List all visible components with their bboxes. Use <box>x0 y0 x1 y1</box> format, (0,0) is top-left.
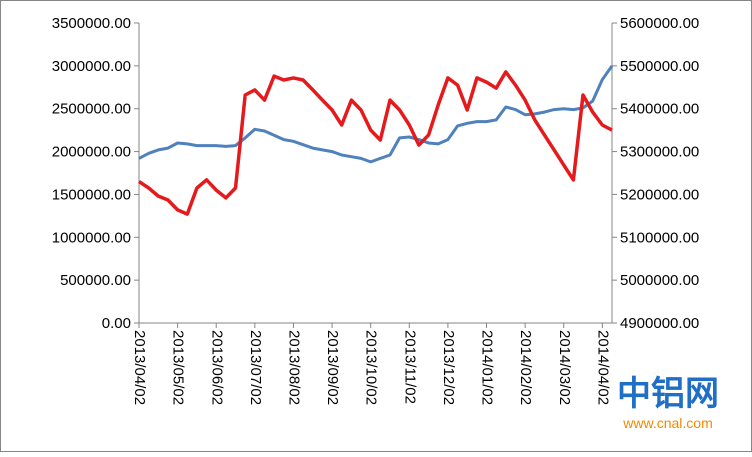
x-tick-label: 2014/01/02 <box>479 330 496 405</box>
y2-tick-label: 5400000.00 <box>620 101 699 118</box>
y-tick-label: 500000.00 <box>60 272 131 289</box>
y2-tick-label: 5500000.00 <box>620 58 699 75</box>
y2-tick-label: 5600000.00 <box>620 15 699 32</box>
y2-tick-label: 4900000.00 <box>620 315 699 332</box>
x-tick-label: 2013/04/02 <box>131 330 148 405</box>
y2-tick-label: 5300000.00 <box>620 144 699 161</box>
x-tick-label: 2013/12/02 <box>440 330 457 405</box>
x-tick-label: 2013/11/02 <box>401 330 418 404</box>
y-tick-label: 2000000.00 <box>52 144 131 161</box>
watermark-brand: 中铝网 <box>617 375 719 413</box>
y2-tick-label: 5000000.00 <box>620 272 699 289</box>
x-tick-label: 2013/09/02 <box>324 330 341 405</box>
x-tick-label: 2013/08/02 <box>285 330 302 405</box>
x-tick-label: 2014/04/02 <box>594 330 611 405</box>
y-tick-label: 1500000.00 <box>52 186 131 203</box>
x-tick-label: 2014/03/02 <box>556 330 573 405</box>
y-tick-label: 0.00 <box>102 315 131 332</box>
x-tick-label: 2013/07/02 <box>247 330 264 405</box>
x-tick-label: 2013/05/02 <box>170 330 187 405</box>
x-tick-label: 2014/02/02 <box>517 330 534 405</box>
y-tick-label: 3000000.00 <box>52 58 131 75</box>
y-tick-label: 1000000.00 <box>52 229 131 246</box>
y2-tick-label: 5100000.00 <box>620 229 699 246</box>
y2-tick-label: 5200000.00 <box>620 186 699 203</box>
watermark-url: www.cnal.com <box>622 415 712 431</box>
y-tick-label: 2500000.00 <box>52 101 131 118</box>
y-tick-label: 3500000.00 <box>52 15 131 32</box>
x-tick-label: 2013/06/02 <box>208 330 225 405</box>
x-tick-label: 2013/10/02 <box>363 330 380 405</box>
series-line <box>138 70 613 216</box>
